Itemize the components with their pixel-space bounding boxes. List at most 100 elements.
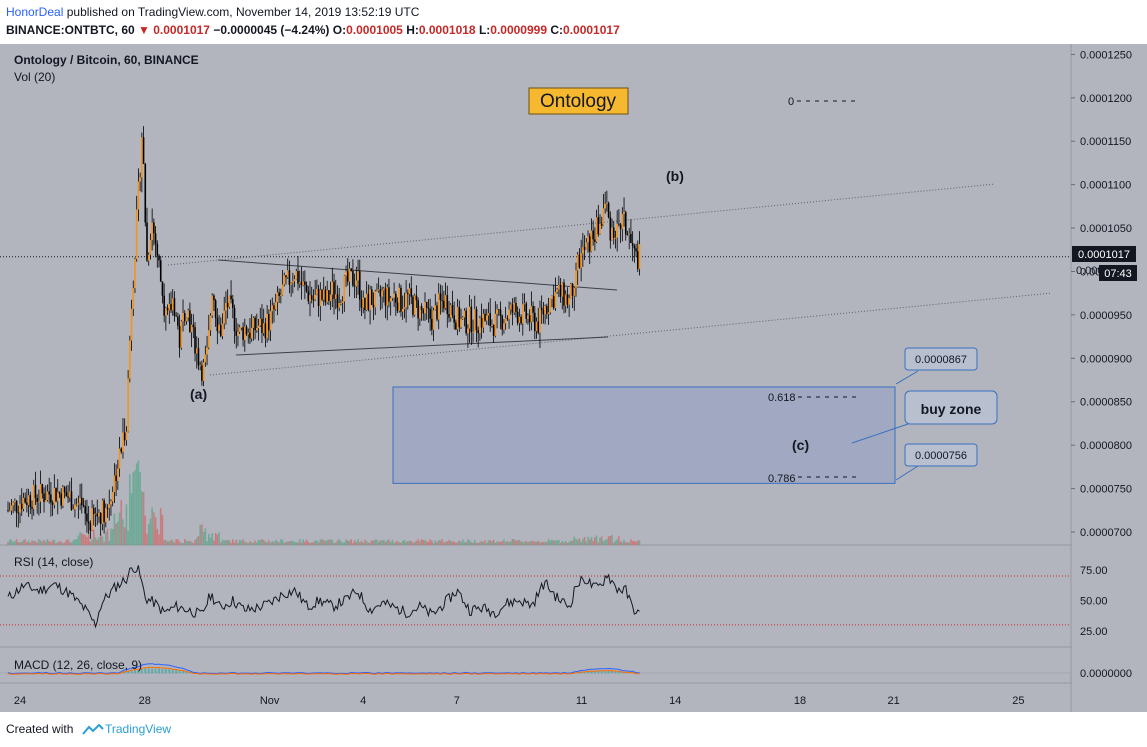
candle-body bbox=[532, 306, 534, 313]
candle-body bbox=[214, 300, 217, 318]
candle-body bbox=[165, 307, 167, 316]
candle-body bbox=[268, 313, 270, 331]
candle-body bbox=[389, 298, 392, 302]
volume-bar bbox=[192, 542, 195, 545]
candle-body bbox=[206, 347, 208, 355]
candle-body bbox=[463, 310, 466, 318]
y-tick-label: 0.0001050 bbox=[1080, 223, 1132, 235]
candle-body bbox=[638, 244, 641, 269]
title-box-text: Ontology bbox=[540, 91, 617, 112]
quote-line: BINANCE:ONTBTC, 60 ▼ 0.0001017 −0.000004… bbox=[6, 23, 620, 37]
volume-bar bbox=[376, 539, 378, 545]
buy-zone-pointer bbox=[851, 423, 909, 444]
volume-bar bbox=[499, 541, 502, 545]
volume-bar bbox=[573, 536, 576, 545]
volume-bar bbox=[539, 542, 541, 545]
candle-body bbox=[619, 224, 622, 230]
candle-body bbox=[156, 243, 159, 256]
candle-body bbox=[403, 307, 406, 309]
volume-bar bbox=[614, 540, 617, 545]
candle-body bbox=[218, 324, 220, 332]
candle-body bbox=[511, 304, 514, 313]
candle-body bbox=[534, 312, 536, 332]
candle-body bbox=[516, 311, 519, 324]
macd-histogram-bar bbox=[161, 668, 164, 674]
buy-zone-rect[interactable] bbox=[392, 386, 896, 484]
candle-body bbox=[27, 495, 30, 506]
volume-bar bbox=[304, 541, 306, 545]
candle-body bbox=[384, 288, 387, 306]
candle-body bbox=[367, 293, 370, 310]
volume-bar bbox=[360, 540, 363, 545]
volume-bar bbox=[312, 542, 315, 545]
candle-body bbox=[621, 213, 624, 230]
volume-bar bbox=[274, 539, 277, 545]
volume-bar bbox=[636, 540, 639, 545]
volume-bar bbox=[89, 541, 92, 545]
candle-body bbox=[391, 297, 394, 299]
volume-bar bbox=[31, 540, 33, 545]
candle-body bbox=[96, 513, 99, 517]
candle-body bbox=[609, 217, 612, 241]
price-axis[interactable] bbox=[1072, 44, 1147, 712]
volume-bar bbox=[348, 540, 351, 545]
volume-bar bbox=[218, 532, 220, 545]
volume-bar bbox=[250, 542, 253, 545]
volume-bar bbox=[266, 542, 268, 545]
volume-bar bbox=[465, 542, 467, 545]
volume-bar bbox=[328, 539, 330, 545]
candle-body bbox=[564, 294, 567, 306]
candle-body bbox=[343, 275, 346, 302]
volume-bar bbox=[443, 542, 445, 545]
volume-bar bbox=[633, 540, 636, 545]
author-link[interactable]: HonorDeal bbox=[6, 5, 64, 19]
candle-body bbox=[456, 306, 459, 330]
candle-body bbox=[444, 295, 447, 309]
buy-zone-callout[interactable] bbox=[904, 390, 998, 425]
candle-body bbox=[87, 521, 90, 524]
candle-body bbox=[130, 308, 133, 341]
last-price: 0.0001017 bbox=[153, 23, 210, 37]
candle-body bbox=[594, 239, 596, 242]
callout-top[interactable] bbox=[904, 347, 978, 371]
volume-bar bbox=[333, 542, 335, 545]
volume-bar bbox=[594, 537, 596, 545]
volume-bar bbox=[485, 542, 488, 545]
volume-bar bbox=[377, 542, 380, 545]
candle-body bbox=[470, 306, 473, 333]
volume-bar bbox=[422, 539, 425, 545]
volume-bar bbox=[508, 542, 510, 545]
candle-body bbox=[590, 230, 593, 252]
volume-bar bbox=[26, 542, 28, 545]
candle-body bbox=[129, 340, 131, 379]
candle-body bbox=[317, 288, 320, 307]
volume-bar bbox=[307, 541, 310, 545]
callout-bottom[interactable] bbox=[904, 443, 978, 467]
candle-body bbox=[518, 316, 521, 324]
candle-body bbox=[485, 315, 488, 321]
candle-body bbox=[405, 293, 407, 308]
candle-body bbox=[141, 137, 143, 178]
chart-canvas[interactable]: 0.0001250 0.0001200 0.0001150 0.0001100 0.00… bbox=[0, 44, 1147, 712]
countdown-text: 07:43 bbox=[1104, 268, 1132, 280]
volume-bar bbox=[309, 542, 311, 545]
volume-bar bbox=[549, 540, 552, 545]
candle-body bbox=[509, 304, 512, 310]
volume-bar bbox=[68, 541, 71, 545]
volume-bar bbox=[132, 472, 135, 545]
macd-histogram-bar bbox=[175, 669, 178, 674]
volume-bar bbox=[554, 540, 557, 545]
volume-bar bbox=[381, 540, 383, 545]
candle-body bbox=[298, 281, 301, 284]
candle-body bbox=[597, 217, 600, 235]
volume-bar bbox=[8, 539, 11, 545]
tradingview-link[interactable]: TradingView bbox=[105, 722, 172, 736]
candle-body bbox=[58, 492, 61, 494]
candle-body bbox=[207, 330, 210, 348]
candle-body bbox=[413, 295, 416, 315]
volume-bar bbox=[207, 534, 210, 545]
volume-bar bbox=[245, 542, 248, 545]
candle-body bbox=[108, 504, 111, 509]
footer: Created with TradingView bbox=[0, 712, 1147, 747]
volume-bar bbox=[171, 540, 174, 545]
